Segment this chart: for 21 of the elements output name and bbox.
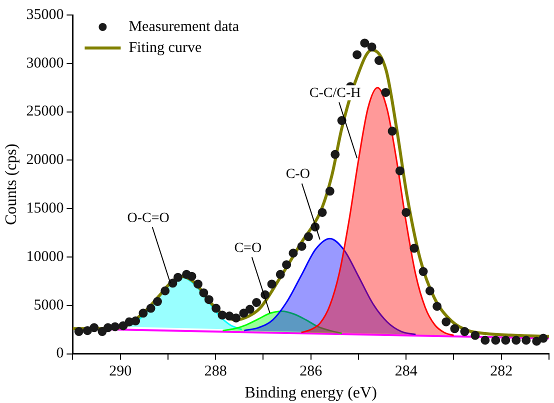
legend-label: Fiting curve <box>128 40 202 56</box>
x-tick-label: 282 <box>490 364 513 380</box>
y-tick-label: 15000 <box>26 200 64 217</box>
y-tick-label: 30000 <box>26 55 64 72</box>
x-tick-label: 284 <box>394 364 418 380</box>
x-tick-label: 290 <box>109 364 132 380</box>
x-tick-label: 288 <box>204 364 227 380</box>
annotation: O-C=O <box>127 210 170 226</box>
x-axis-title: Binding energy (eV) <box>244 384 377 402</box>
annotation: C=O <box>234 240 262 256</box>
y-tick-label: 20000 <box>26 152 64 168</box>
y-tick-label: 5000 <box>34 297 64 314</box>
legend-label: Measurement data <box>128 18 240 35</box>
annotation: C-O <box>286 167 310 182</box>
y-tick-label: 25000 <box>26 104 64 120</box>
y-axis-title: Counts (cps) <box>2 144 20 226</box>
y-tick-label: 0 <box>56 346 64 362</box>
y-tick-label: 35000 <box>26 6 64 23</box>
y-tick-label: 10000 <box>26 248 64 265</box>
x-tick-label: 286 <box>300 364 323 380</box>
annotation: C-C/C-H <box>309 86 361 101</box>
